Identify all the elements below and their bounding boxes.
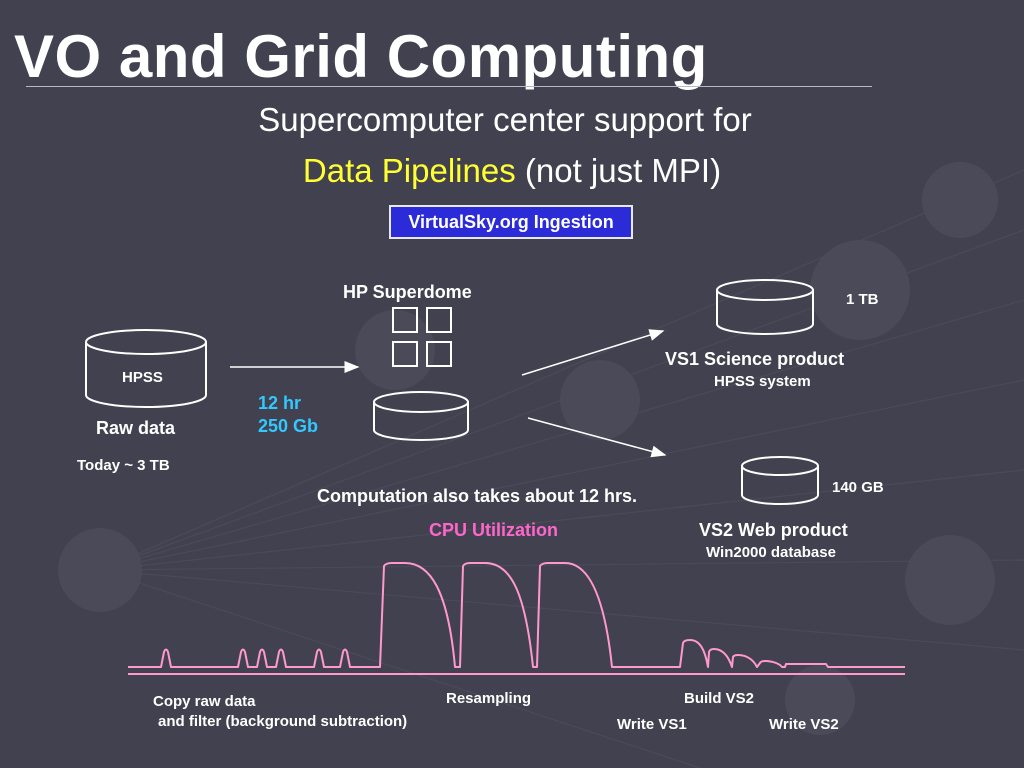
vs1-database-icon (716, 279, 814, 335)
timeline-write-vs1: Write VS1 (617, 716, 687, 733)
vs1-subtitle: HPSS system (714, 373, 811, 390)
superdome-storage-icon (373, 391, 469, 441)
arrow-to-vs2 (527, 417, 667, 458)
hpss-label: HPSS (122, 369, 163, 386)
raw-data-caption: Raw data (96, 418, 176, 438)
ingestion-badge: VirtualSky.org Ingestion (389, 205, 633, 239)
cpu-utilization-line (128, 562, 905, 668)
vs2-size: 140 GB (832, 479, 884, 496)
transfer-time: 12 hr (258, 393, 302, 413)
computation-note: Computation also takes about 12 hrs. (317, 486, 638, 506)
title-underline (26, 86, 872, 87)
vs2-title: VS2 Web product (699, 520, 848, 540)
timeline-copy-line2: and filter (background subtraction) (158, 713, 408, 730)
vs2-database-icon (741, 456, 819, 505)
superdome-label: HP Superdome (343, 282, 472, 302)
subtitle-line-1: Supercomputer center support for (258, 101, 752, 138)
cpu-utilization-label: CPU Utilization (429, 520, 558, 540)
subtitle-rest: (not just MPI) (515, 152, 722, 189)
transfer-size: 250 Gb (258, 416, 319, 436)
timeline-build-vs2: Build VS2 (684, 690, 755, 707)
today-size-caption: Today ~ 3 TB (77, 457, 170, 474)
subtitle-line-2: Data Pipelines (not just MPI) (0, 152, 1024, 190)
slide-title: VO and Grid Computing (14, 23, 708, 90)
timeline-copy-line1: Copy raw data (153, 693, 256, 710)
vs1-size: 1 TB (846, 291, 879, 308)
vs2-subtitle: Win2000 database (706, 544, 836, 561)
timeline-write-vs2: Write VS2 (769, 716, 839, 733)
hpss-database-icon (85, 329, 207, 408)
vs1-title: VS1 Science product (665, 349, 845, 369)
subtitle-highlight: Data Pipelines (302, 152, 516, 189)
arrow-to-vs1 (521, 329, 665, 376)
timeline-resampling: Resampling (446, 690, 532, 707)
superdome-processors-icon (392, 307, 452, 367)
